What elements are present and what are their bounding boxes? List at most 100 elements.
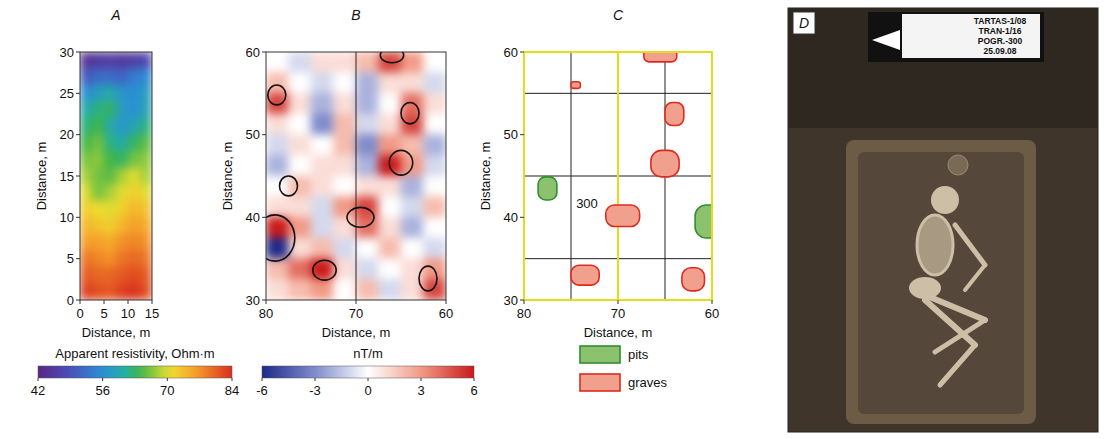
ribs (917, 215, 953, 275)
cell (288, 279, 311, 300)
sign-text: TARTAS-1/08 (974, 16, 1027, 26)
cell (140, 283, 152, 300)
cell (333, 134, 356, 155)
cell (92, 234, 105, 251)
sign-text: 25.09.08 (983, 46, 1016, 56)
cell (116, 184, 129, 201)
cell (311, 93, 334, 114)
cell (356, 114, 379, 135)
cell (266, 134, 289, 155)
cell (288, 72, 311, 93)
cell (423, 72, 446, 93)
photo-ground-top (788, 8, 1098, 128)
y-tick-label: 40 (246, 210, 260, 225)
x-tick (712, 300, 713, 304)
cell (288, 155, 311, 176)
plot-frame (266, 52, 446, 300)
cell (378, 134, 401, 155)
anomaly-outline (419, 266, 437, 291)
y-tick (520, 217, 524, 218)
graves-feature (644, 52, 677, 62)
grid-line (617, 52, 619, 300)
anomaly-outline (266, 215, 295, 261)
colorbar-tick-label: -6 (256, 383, 268, 398)
north-arrow (872, 30, 900, 50)
cell (311, 217, 334, 238)
x-tick-label: 80 (259, 306, 273, 321)
cell (92, 52, 105, 69)
vessel (948, 155, 968, 175)
y-tick (76, 176, 80, 177)
cell (104, 184, 117, 201)
pits-feature (538, 177, 557, 200)
cells (266, 52, 446, 300)
sign (902, 14, 1040, 58)
cell (311, 72, 334, 93)
cell (116, 151, 129, 168)
y-tick (76, 258, 80, 259)
y-tick-label: 25 (60, 86, 74, 101)
skull (931, 186, 959, 214)
y-tick-label: 30 (246, 293, 260, 308)
colorbar-tick-label: 70 (160, 383, 174, 398)
cell (288, 134, 311, 155)
cell (128, 101, 141, 118)
leg-bone (940, 345, 975, 385)
cell (356, 258, 379, 279)
cell (333, 238, 356, 259)
cell (378, 258, 401, 279)
cell (140, 85, 152, 102)
y-tick (262, 134, 266, 135)
cell (311, 52, 334, 73)
cell (80, 85, 92, 102)
panel-letter: B (351, 7, 360, 23)
cell (288, 196, 311, 217)
cell (80, 201, 92, 218)
cell (333, 93, 356, 114)
cell (356, 155, 379, 176)
colorbar-title: nT/m (353, 346, 383, 361)
y-tick-label: 60 (246, 45, 260, 60)
cell (80, 167, 92, 184)
y-tick-label: 5 (67, 251, 74, 266)
y-axis-title: Distance, m (34, 142, 49, 211)
colorbar-tick (474, 378, 475, 381)
anomaly-outline (268, 85, 286, 105)
cell (104, 167, 117, 184)
cell (356, 72, 379, 93)
cell (92, 85, 105, 102)
y-tick (76, 134, 80, 135)
plot-frame (524, 52, 712, 300)
y-tick (76, 52, 80, 53)
cell (80, 184, 92, 201)
plot-frame (80, 52, 152, 300)
panel-letter: C (613, 7, 624, 23)
legend-label: pits (628, 347, 649, 362)
cell (116, 134, 129, 151)
y-tick-label: 50 (246, 127, 260, 142)
x-tick-label: 10 (121, 306, 135, 321)
cell (80, 118, 92, 135)
x-tick-label: 70 (611, 306, 625, 321)
cell (92, 184, 105, 201)
cell (92, 134, 105, 151)
cell (266, 52, 289, 73)
cell (128, 234, 141, 251)
grave-pit-edge (846, 140, 1036, 424)
graves-feature (571, 82, 580, 89)
cell (104, 217, 117, 234)
anomaly-outline (389, 150, 412, 175)
cell (401, 217, 424, 238)
cell (92, 101, 105, 118)
x-tick (446, 300, 447, 304)
cell (401, 134, 424, 155)
cell (378, 114, 401, 135)
y-tick (76, 93, 80, 94)
cell (378, 217, 401, 238)
graves-feature (651, 150, 679, 176)
colorbar-tick-label: 42 (31, 383, 45, 398)
cell (401, 279, 424, 300)
cell (378, 238, 401, 259)
anomaly-outline (347, 207, 374, 227)
plot-area (266, 52, 446, 300)
